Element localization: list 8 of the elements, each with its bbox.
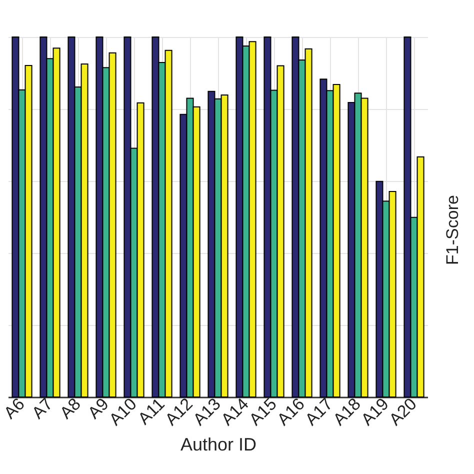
- x-tick-label: A9: [84, 394, 112, 423]
- x-tick-label: A8: [56, 394, 84, 423]
- x-tick-label: A11: [134, 394, 168, 428]
- x-tick-label: A7: [28, 394, 56, 423]
- x-axis-title: Author ID: [180, 434, 257, 455]
- x-tick-label: A6: [0, 394, 28, 423]
- x-tick-label: A18: [330, 394, 364, 430]
- text: F1-Score: [443, 195, 463, 265]
